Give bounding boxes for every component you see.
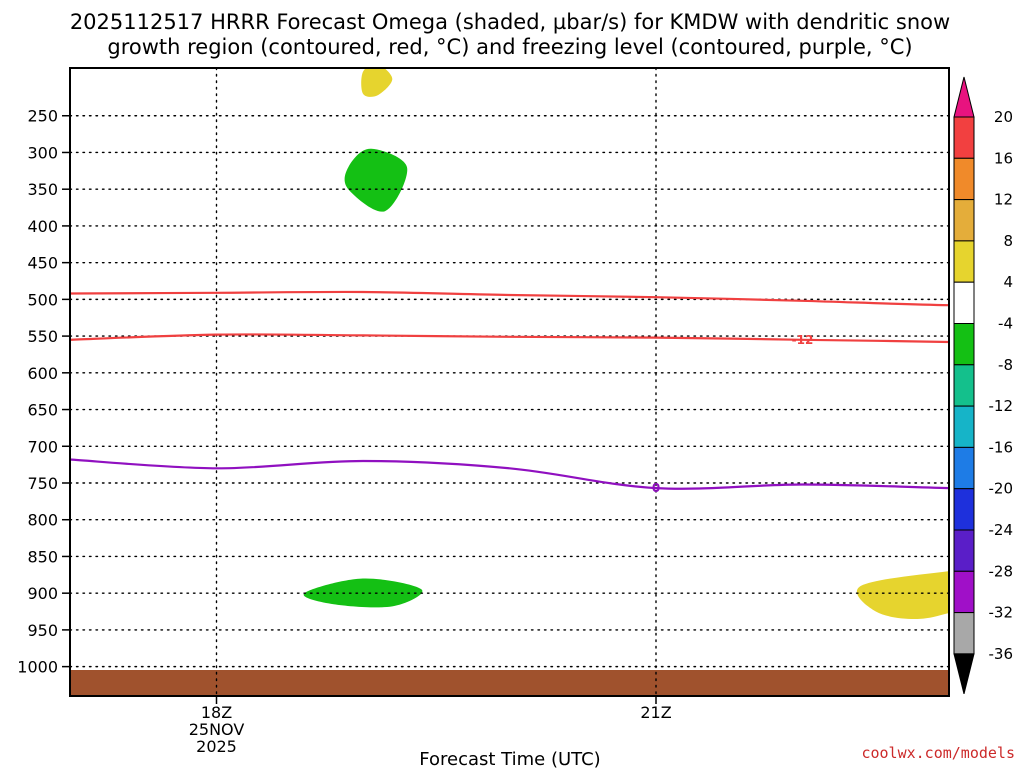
dendritic-contour-neg12 [70, 333, 949, 344]
x-tick-label-18Z-2: 25NOV [189, 720, 245, 739]
plot-frame [69, 67, 950, 697]
colorbar-swatch-16 [953, 116, 975, 159]
y-tick-label-1000: 1000 [17, 658, 58, 677]
y-tick-label-350: 350 [27, 180, 58, 199]
colorbar-label-4: 4 [1003, 273, 1013, 291]
y-tick-label-600: 600 [27, 364, 58, 383]
dendritic-contour-neg18 [70, 290, 949, 307]
pressure-axis: 250 300 350 400 450 500 550 600 650 700 750 800 850 9… [17, 107, 70, 677]
colorbar-swatch-neg28 [953, 529, 975, 572]
colorbar-label-neg20: -20 [989, 480, 1014, 498]
colorbar-label-neg36: -36 [989, 645, 1014, 663]
grid-layer [70, 68, 949, 696]
colorbar-swatch-neg16 [953, 405, 975, 448]
colorbar-bottom-arrow [953, 653, 975, 695]
colorbar-swatch-neg12 [953, 364, 975, 407]
freezing-level-contour-label: 0 [652, 481, 660, 495]
contour-layer: -12-180 [70, 290, 949, 495]
colorbar-label-neg24: -24 [989, 521, 1014, 539]
colorbar-swatch-4 [953, 240, 975, 283]
colorbar-label-8: 8 [1003, 232, 1013, 250]
y-tick-label-250: 250 [27, 107, 58, 126]
colorbar-label-neg8: -8 [998, 356, 1013, 374]
omega-region-4 [856, 571, 949, 619]
omega-region-4 [361, 68, 393, 97]
colorbar-swatch-neg36 [953, 612, 975, 655]
x-tick-label-18Z-3: 2025 [196, 737, 237, 756]
colorbar-swatch-neg8 [953, 323, 975, 366]
colorbar-label-20: 20 [994, 108, 1013, 126]
omega-shading-layer [222, 68, 949, 627]
y-tick-label-950: 950 [27, 621, 58, 640]
colorbar-label-neg16: -16 [989, 438, 1014, 456]
colorbar-swatch-neg4 [953, 281, 975, 325]
colorbar-swatch-neg24 [953, 488, 975, 531]
y-tick-label-800: 800 [27, 511, 58, 530]
y-tick-label-750: 750 [27, 474, 58, 493]
freezing-level-contour [70, 458, 949, 490]
x-axis-label: Forecast Time (UTC) [419, 749, 600, 768]
colorbar: 20 16 12 8 4 -4 -8 -12 -16 -20 -24 -28 -32 -36 [953, 76, 1014, 695]
colorbar-swatch-neg20 [953, 446, 975, 490]
colorbar-label-12: 12 [994, 191, 1013, 209]
colorbar-swatch-8 [953, 199, 975, 242]
omega-region-neg8 [344, 148, 408, 212]
colorbar-swatch-neg32 [953, 570, 975, 614]
x-tick-label-21Z-1: 21Z [640, 703, 671, 722]
y-tick-label-700: 700 [27, 437, 58, 456]
colorbar-swatch-12 [953, 157, 975, 201]
y-tick-label-500: 500 [27, 290, 58, 309]
colorbar-label-neg32: -32 [989, 604, 1014, 622]
dendritic-contour-neg12-label: -12 [792, 333, 814, 347]
colorbar-label-16: 16 [994, 149, 1013, 167]
y-tick-label-400: 400 [27, 217, 58, 236]
time-axis: 18Z25NOV202521Z00Z26NOV03Z06Z09Z [189, 696, 672, 756]
y-tick-label-650: 650 [27, 401, 58, 420]
colorbar-label-neg12: -12 [989, 397, 1014, 415]
y-tick-label-300: 300 [27, 143, 58, 162]
ground-surface [70, 670, 949, 696]
y-tick-label-550: 550 [27, 327, 58, 346]
chart-title-line-1: 2025112517 HRRR Forecast Omega (shaded, … [70, 10, 950, 34]
site-credit: coolwx.com/models [861, 744, 1015, 762]
x-tick-label-18Z-1: 18Z [201, 703, 232, 722]
y-tick-label-850: 850 [27, 547, 58, 566]
colorbar-label-neg4: -4 [998, 315, 1013, 333]
colorbar-label-neg28: -28 [989, 562, 1014, 580]
y-tick-label-900: 900 [27, 584, 58, 603]
chart-title-line-2: growth region (contoured, red, °C) and f… [107, 35, 912, 59]
y-tick-label-450: 450 [27, 254, 58, 273]
